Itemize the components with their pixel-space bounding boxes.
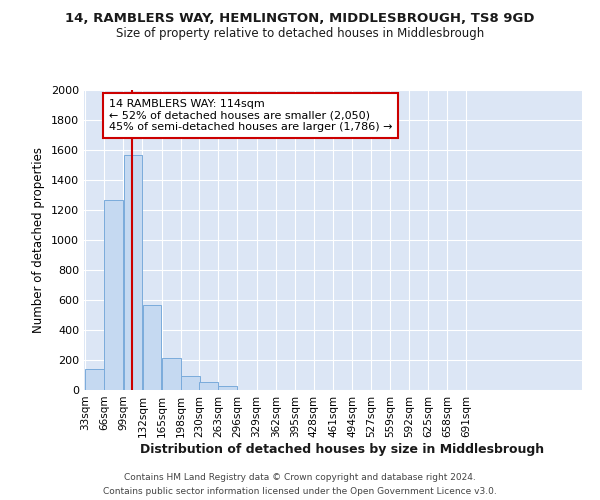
Text: Size of property relative to detached houses in Middlesbrough: Size of property relative to detached ho… (116, 28, 484, 40)
Bar (85, 369, 104, 390)
Bar (181, 376, 200, 390)
Bar (218, 386, 238, 390)
Text: 14 RAMBLERS WAY: 114sqm
← 52% of detached houses are smaller (2,050)
45% of semi: 14 RAMBLERS WAY: 114sqm ← 52% of detache… (109, 99, 392, 132)
Text: Contains public sector information licensed under the Open Government Licence v3: Contains public sector information licen… (103, 488, 497, 496)
Bar (143, 304, 161, 390)
Text: Contains HM Land Registry data © Crown copyright and database right 2024.: Contains HM Land Registry data © Crown c… (124, 472, 476, 482)
Bar (124, 154, 142, 390)
Bar (162, 358, 181, 390)
Text: Distribution of detached houses by size in Middlesbrough: Distribution of detached houses by size … (140, 442, 544, 456)
Text: 14, RAMBLERS WAY, HEMLINGTON, MIDDLESBROUGH, TS8 9GD: 14, RAMBLERS WAY, HEMLINGTON, MIDDLESBRO… (65, 12, 535, 26)
Bar (199, 382, 218, 390)
Bar (104, 200, 123, 390)
Y-axis label: Number of detached properties: Number of detached properties (32, 147, 46, 333)
